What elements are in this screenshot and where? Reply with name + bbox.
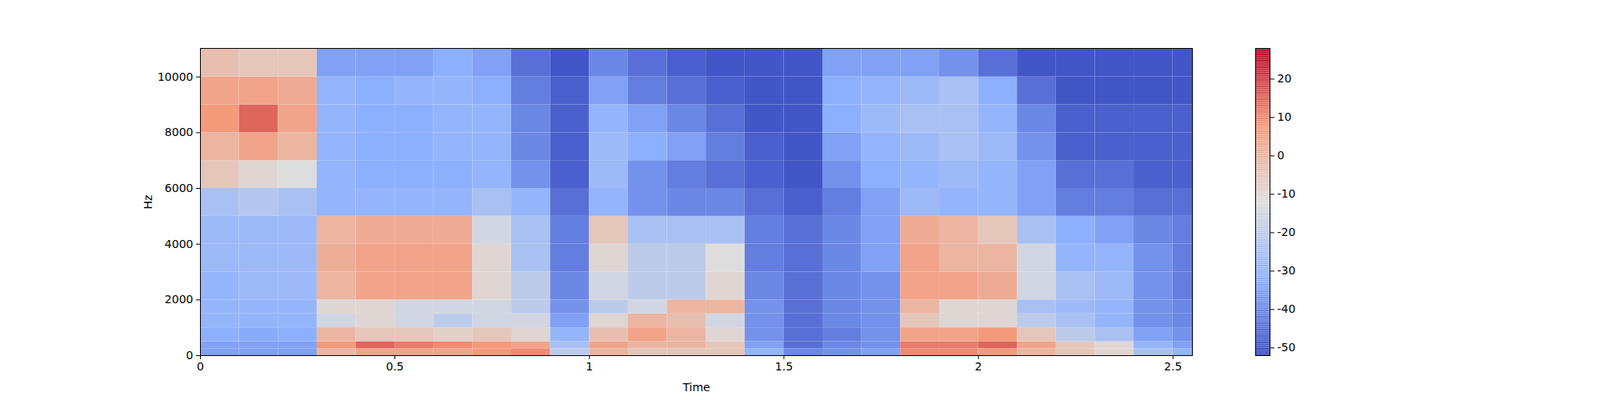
svg-text:0.5: 0.5 [386,360,404,373]
svg-text:0: 0 [1277,148,1285,162]
svg-text:4000: 4000 [164,237,194,251]
svg-text:-10: -10 [1277,187,1296,200]
svg-text:2.5: 2.5 [1164,360,1182,373]
svg-text:8000: 8000 [164,125,194,139]
svg-text:20: 20 [1277,72,1292,85]
svg-text:Time: Time [681,380,710,394]
svg-text:0: 0 [196,360,204,373]
svg-text:Hz: Hz [141,195,155,210]
svg-text:1.5: 1.5 [775,360,793,373]
svg-text:10000: 10000 [157,70,194,84]
svg-text:0: 0 [186,348,194,362]
svg-text:10: 10 [1277,110,1292,124]
svg-text:6000: 6000 [164,181,194,195]
svg-text:-50: -50 [1277,340,1296,354]
svg-text:-40: -40 [1277,302,1296,316]
svg-text:-30: -30 [1277,264,1296,277]
svg-text:2: 2 [975,360,983,373]
svg-text:-20: -20 [1277,225,1296,239]
svg-text:2000: 2000 [164,292,194,306]
svg-text:1: 1 [585,360,593,373]
